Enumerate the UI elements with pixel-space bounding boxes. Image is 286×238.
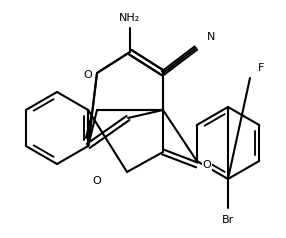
Text: N: N: [207, 32, 215, 42]
Text: O: O: [84, 70, 92, 80]
Text: Br: Br: [222, 215, 234, 225]
Text: F: F: [258, 63, 264, 73]
Text: O: O: [93, 176, 101, 186]
Text: NH₂: NH₂: [119, 13, 141, 23]
Text: O: O: [202, 160, 211, 170]
